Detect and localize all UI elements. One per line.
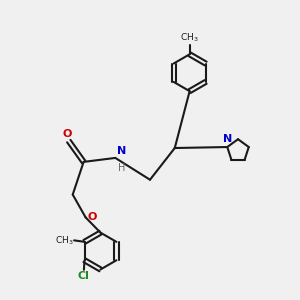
Text: O: O: [63, 129, 72, 139]
Text: N: N: [223, 134, 232, 144]
Text: O: O: [88, 212, 98, 222]
Text: CH$_3$: CH$_3$: [180, 32, 199, 44]
Text: CH$_3$: CH$_3$: [55, 234, 73, 247]
Text: H: H: [118, 163, 126, 173]
Text: Cl: Cl: [78, 271, 90, 281]
Text: N: N: [116, 146, 126, 155]
